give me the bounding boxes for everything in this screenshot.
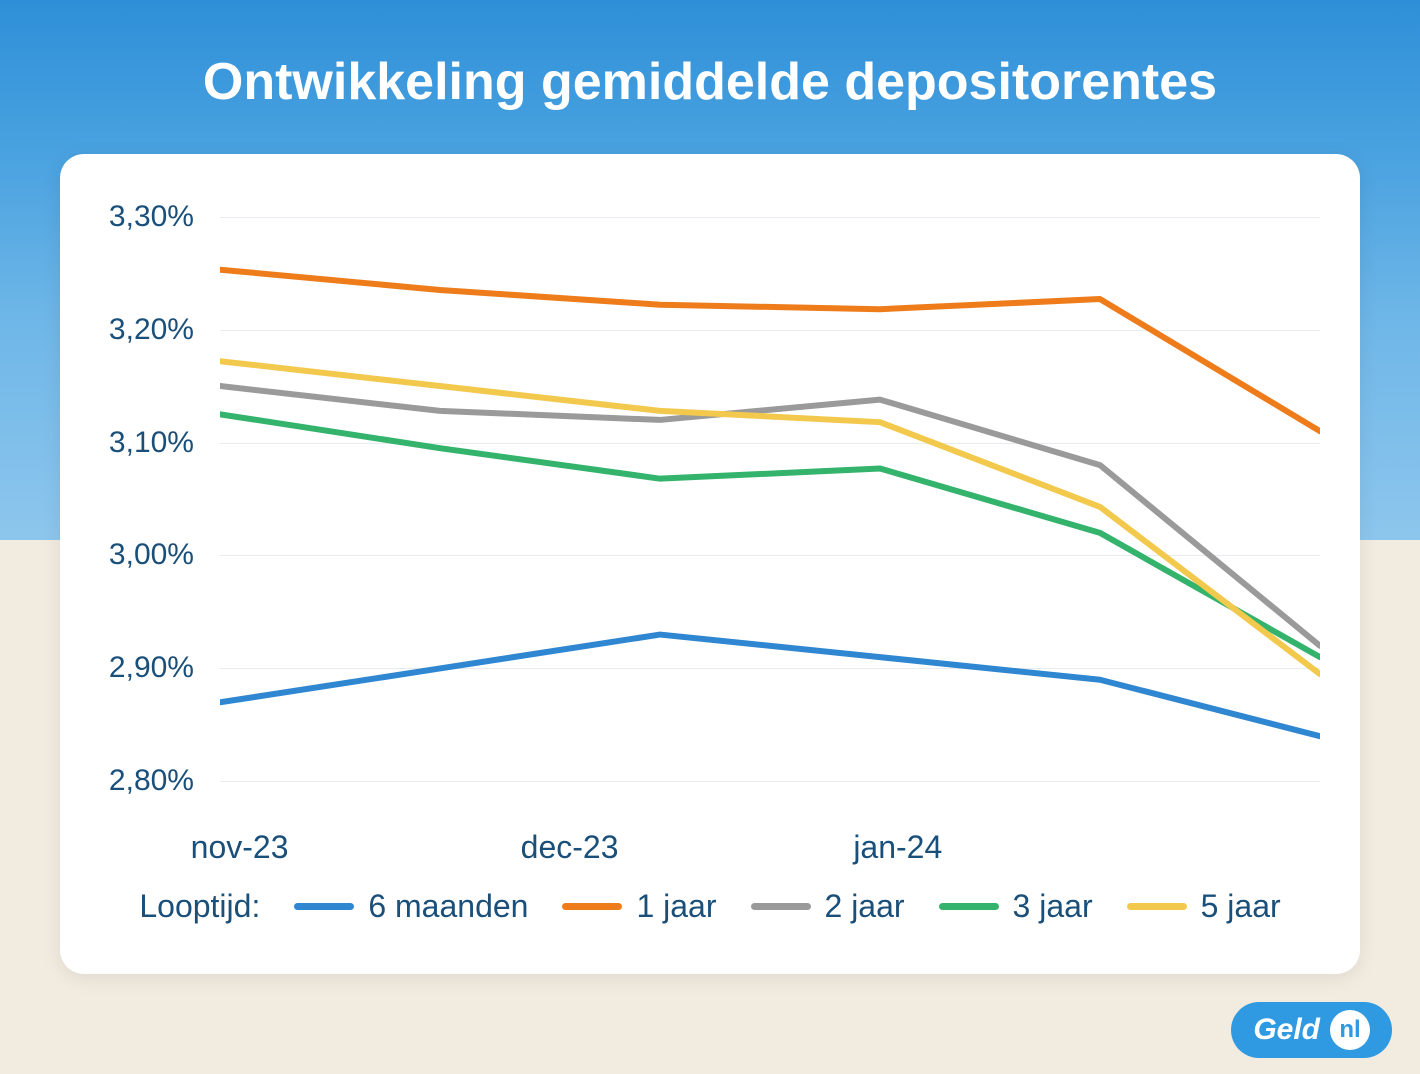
legend-swatch (751, 903, 811, 910)
chart-lines (220, 184, 1320, 864)
legend-title: Looptijd: (139, 888, 260, 925)
y-axis-label: 3,10% (109, 426, 208, 460)
legend-swatch (294, 903, 354, 910)
legend-text: 3 jaar (1013, 888, 1093, 925)
chart-title: Ontwikkeling gemiddelde depositorentes (0, 52, 1420, 112)
y-axis-label: 3,20% (109, 313, 208, 347)
logo: Geld nl (1231, 1002, 1392, 1058)
legend-text: 6 maanden (368, 888, 528, 925)
y-axis-label: 3,30% (109, 200, 208, 234)
legend-text: 2 jaar (825, 888, 905, 925)
legend-item: 2 jaar (751, 888, 905, 925)
logo-text: Geld (1253, 1013, 1320, 1047)
chart-card: 2,80%2,90%3,00%3,10%3,20%3,30%nov-23dec-… (60, 154, 1360, 974)
legend: Looptijd: 6 maanden 1 jaar 2 jaar 3 jaar 5 ja… (90, 888, 1330, 925)
legend-item: 6 maanden (294, 888, 528, 925)
legend-item: 3 jaar (939, 888, 1093, 925)
legend-swatch (562, 903, 622, 910)
y-axis-label: 2,90% (109, 651, 208, 685)
legend-item: 1 jaar (562, 888, 716, 925)
legend-text: 1 jaar (636, 888, 716, 925)
series-line (220, 635, 1320, 737)
series-line (220, 386, 1320, 646)
plot-area: 2,80%2,90%3,00%3,10%3,20%3,30%nov-23dec-… (90, 184, 1330, 864)
y-axis-label: 2,80% (109, 764, 208, 798)
legend-swatch (939, 903, 999, 910)
legend-item: 5 jaar (1127, 888, 1281, 925)
legend-text: 5 jaar (1201, 888, 1281, 925)
y-axis-label: 3,00% (109, 538, 208, 572)
series-line (220, 414, 1320, 657)
logo-suffix: nl (1330, 1010, 1370, 1050)
legend-swatch (1127, 903, 1187, 910)
